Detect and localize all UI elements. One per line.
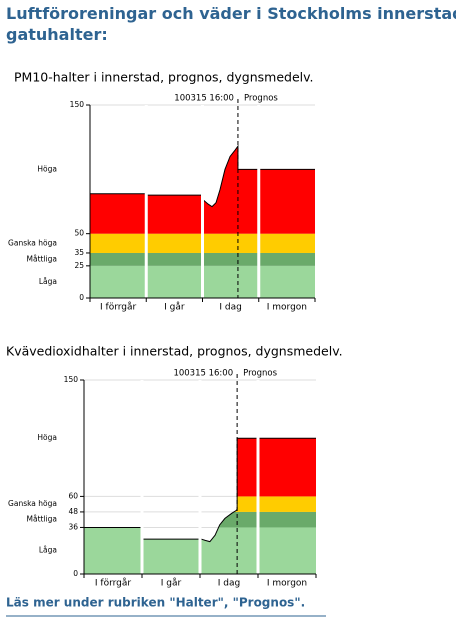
- annotation: 100315 16:00: [174, 94, 234, 104]
- band-label: Låga: [39, 277, 57, 286]
- y-tick-label: 0: [73, 569, 78, 578]
- x-tick-label: I morgon: [267, 303, 307, 313]
- band-label: Höga: [37, 433, 57, 442]
- y-tick-label: 60: [68, 491, 78, 500]
- x-tick-label: I förrgår: [95, 578, 132, 589]
- y-tick-label: 35: [74, 248, 84, 257]
- band-label: Låga: [39, 546, 57, 555]
- band-label: Höga: [37, 164, 57, 173]
- y-tick-label: 50: [74, 229, 84, 238]
- value-line: [84, 437, 316, 543]
- x-tick-label: I dag: [219, 303, 241, 313]
- band-label: Måttliga: [27, 515, 57, 524]
- value-line: [90, 144, 315, 208]
- band-label: Måttliga: [27, 254, 57, 263]
- x-tick-label: I förrgår: [100, 302, 137, 313]
- x-tick-label: I går: [164, 302, 185, 313]
- y-tick-label: 25: [74, 261, 84, 270]
- footer-link[interactable]: Läs mer under rubriken "Halter", "Progno…: [6, 596, 305, 610]
- y-tick-label: 48: [68, 507, 78, 516]
- y-tick-label: 36: [68, 522, 78, 531]
- chart-subtitle: Kvävedioxidhalter i innerstad, prognos, …: [6, 344, 343, 359]
- chart-subtitle: PM10-halter i innerstad, prognos, dygnsm…: [14, 70, 314, 85]
- band-label: Ganska höga: [8, 499, 57, 508]
- page-title: gatuhalter:: [6, 25, 108, 44]
- y-tick-label: 150: [70, 100, 85, 109]
- y-tick-label: 150: [64, 375, 79, 384]
- x-tick-label: I dag: [218, 579, 240, 589]
- forecast-label: Prognos: [243, 369, 277, 379]
- page-title: Luftföroreningar och väder i Stockholms …: [6, 4, 456, 23]
- y-tick-label: 0: [79, 293, 84, 302]
- x-tick-label: I morgon: [267, 579, 307, 589]
- annotation: 100315 16:00: [173, 369, 233, 379]
- forecast-label: Prognos: [244, 94, 278, 104]
- x-tick-label: I går: [161, 578, 182, 589]
- band-label: Ganska höga: [8, 238, 57, 247]
